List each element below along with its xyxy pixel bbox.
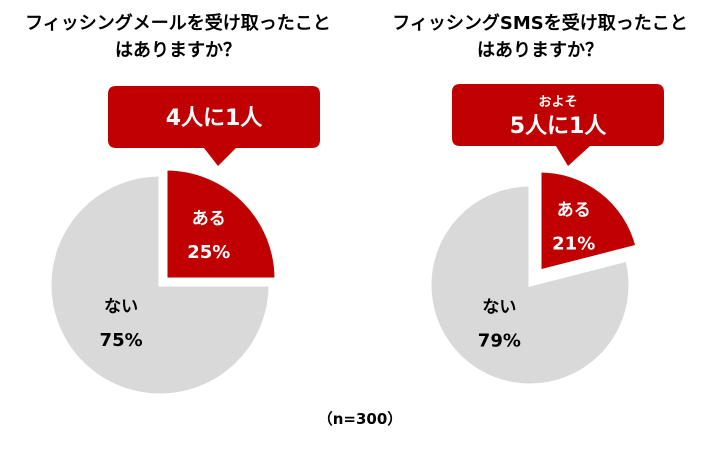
slice-label-category: ない — [482, 298, 516, 318]
slice-label-category: ある — [557, 201, 591, 221]
pie-slice-yes — [538, 169, 639, 273]
chart-title-line-2: はありますか？ — [477, 40, 603, 61]
slice-label-category: ある — [192, 209, 226, 229]
slice-label-percent: 79% — [478, 331, 521, 352]
slice-label-percent: 21% — [552, 234, 595, 255]
callout-main: 5人に1人 — [510, 114, 607, 139]
pie-slice-yes — [164, 167, 278, 281]
slice-label-percent: 75% — [100, 330, 143, 351]
callout-main: 4人に1人 — [166, 106, 263, 131]
chart-title-phishing-sms: フィッシングSMSを受け取ったこと はありますか？ — [370, 10, 710, 64]
pie-slice-no — [48, 173, 272, 397]
chart-title-phishing-email: フィッシングメールを受け取ったこと はありますか？ — [8, 10, 348, 64]
pie-slice-no — [428, 183, 632, 387]
slice-label-category: ない — [104, 297, 138, 317]
callout-bubble — [108, 86, 320, 166]
callout-bubble — [452, 84, 664, 166]
callout-prefix: およそ — [538, 95, 577, 110]
slice-label-percent: 25% — [187, 242, 230, 263]
sample-size-note: （n=300） — [317, 410, 403, 428]
chart-title-line-2: はありますか？ — [115, 40, 241, 61]
chart-title-line-1: フィッシングSMSを受け取ったこと — [392, 13, 688, 34]
chart-title-line-1: フィッシングメールを受け取ったこと — [25, 13, 331, 34]
